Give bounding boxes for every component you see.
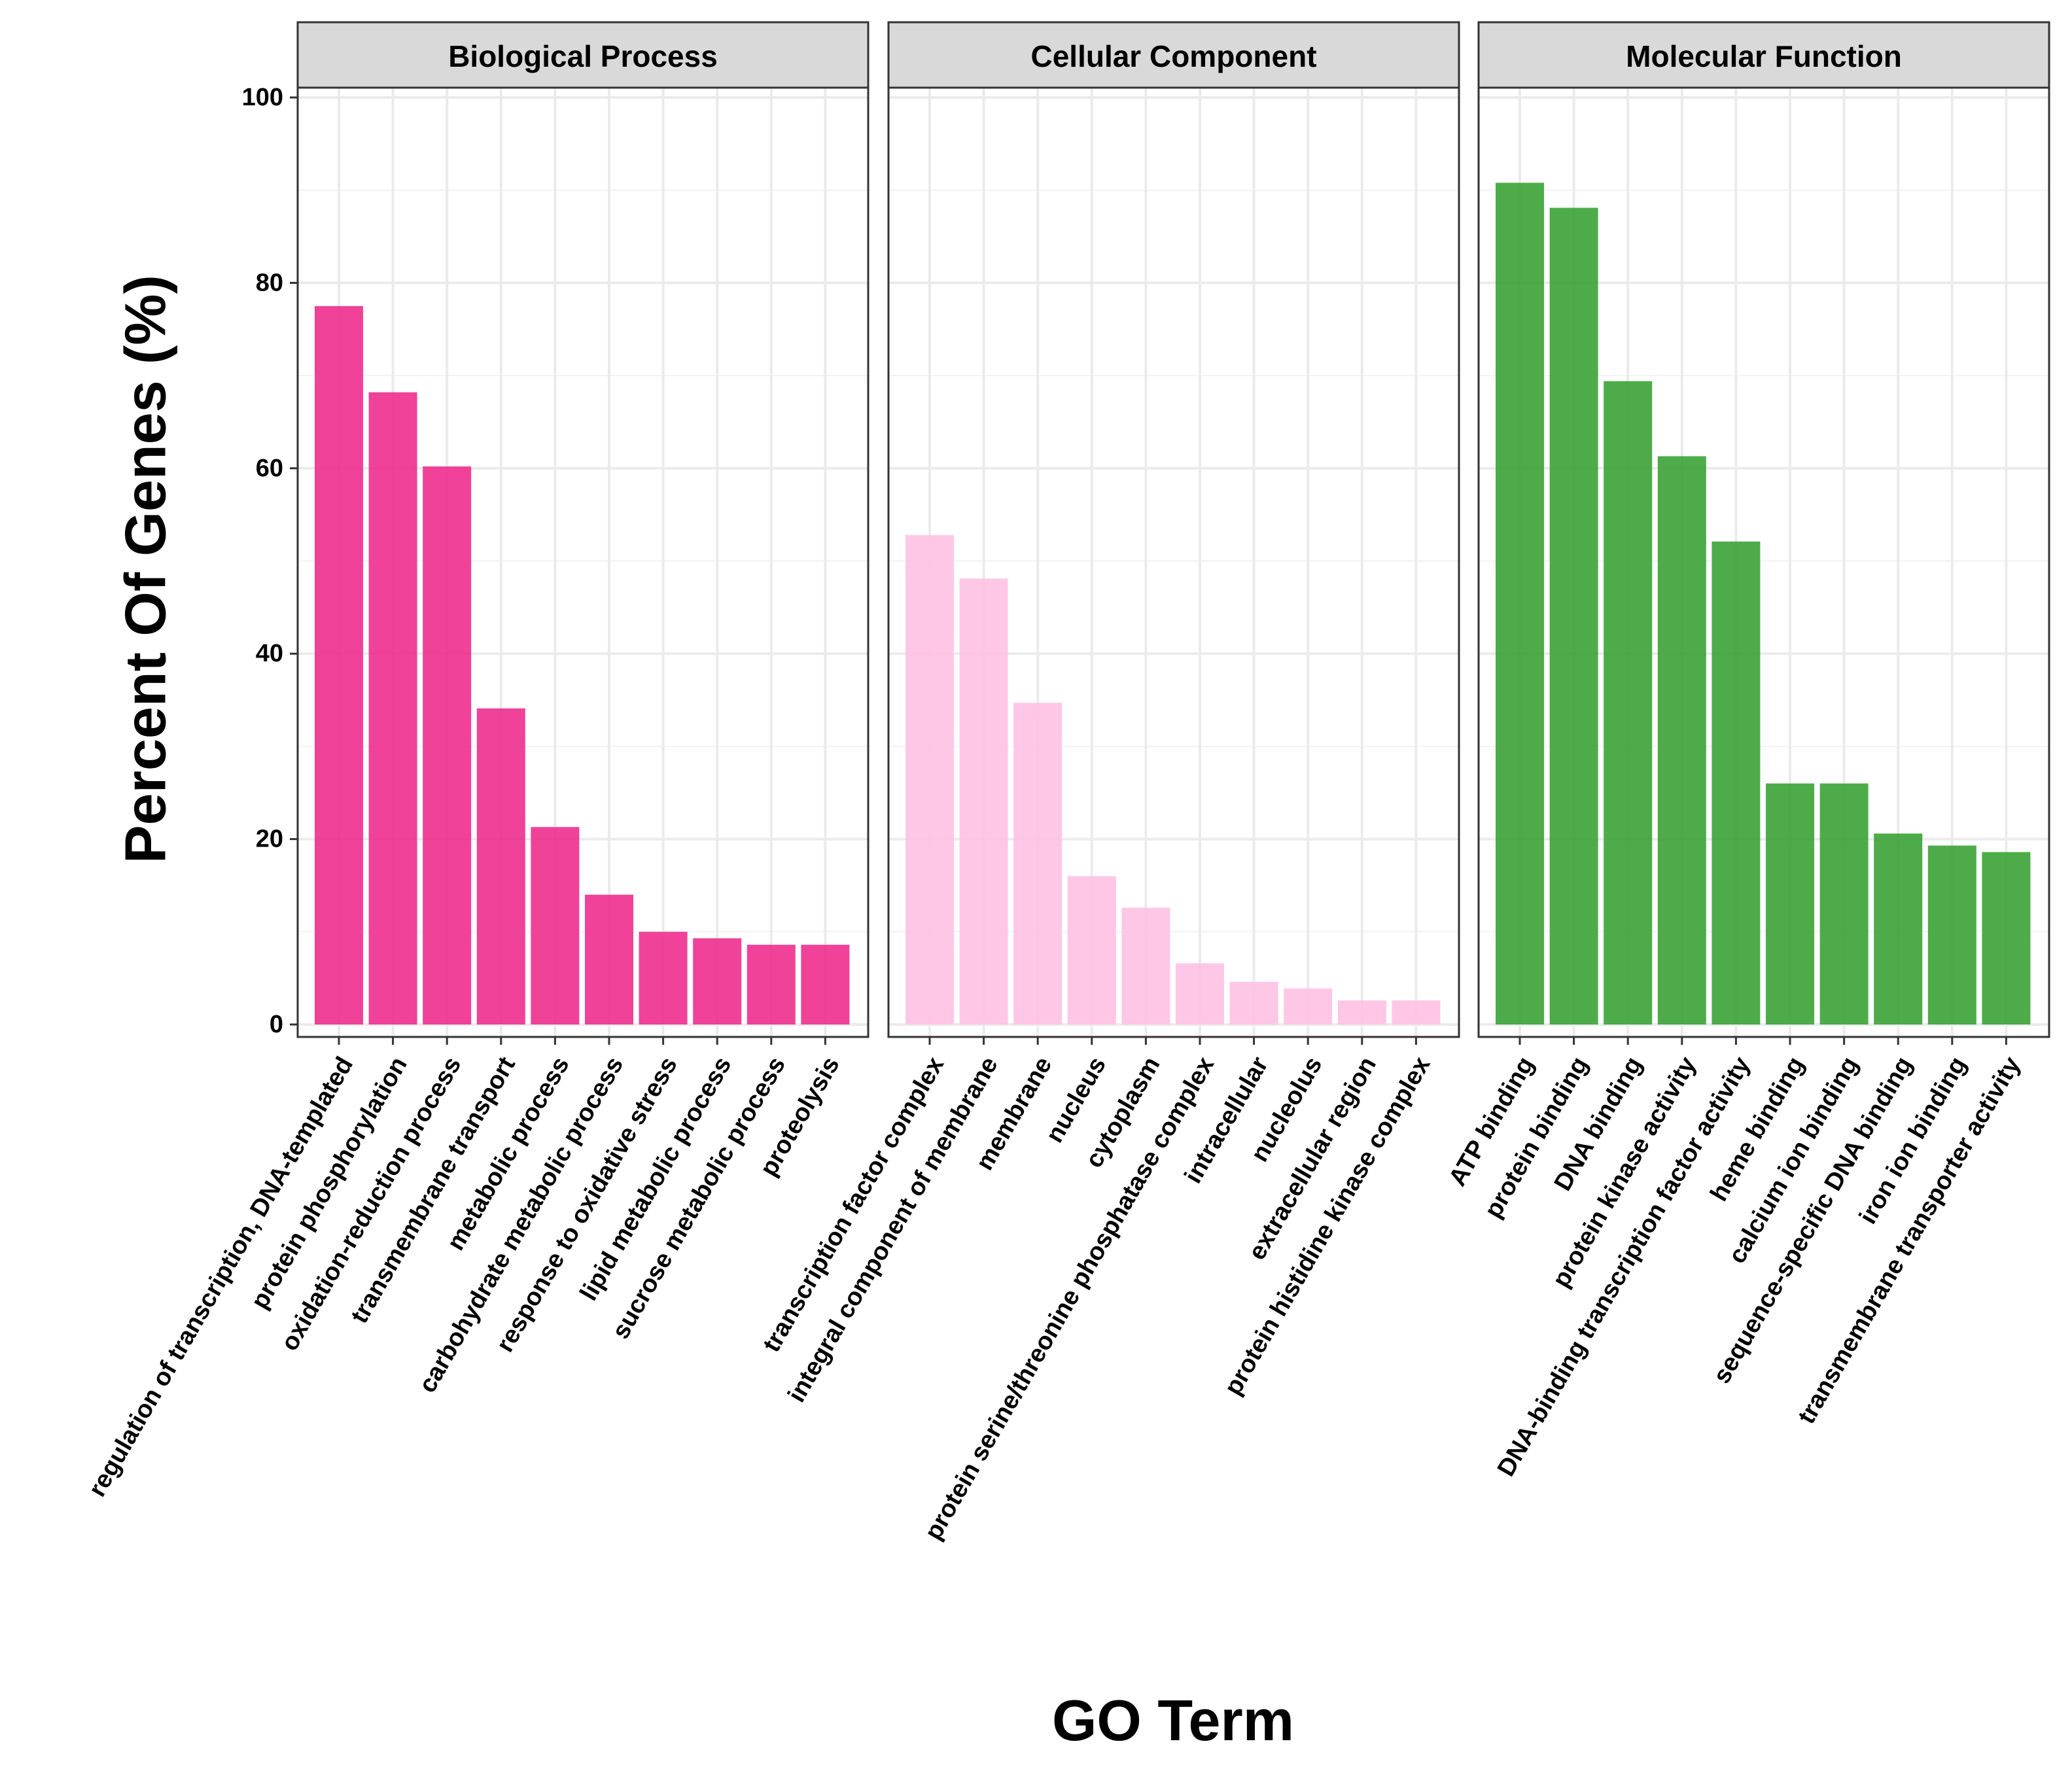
bar-0-0 <box>315 306 363 1025</box>
y-tick-label: 0 <box>270 1011 283 1038</box>
bar-0-2 <box>423 466 472 1024</box>
y-tick-label: 20 <box>256 826 283 853</box>
bar-1-6 <box>1229 981 1278 1024</box>
facet-strip <box>1477 21 2050 89</box>
bar-2-0 <box>1496 183 1544 1024</box>
y-tick-label: 60 <box>256 455 283 482</box>
y-axis-title: Percent Of Genes (%) <box>113 275 178 864</box>
bar-2-1 <box>1549 207 1598 1024</box>
bar-0-5 <box>585 894 633 1024</box>
bar-1-3 <box>1067 876 1116 1024</box>
facet-strip <box>296 21 869 89</box>
bar-0-7 <box>693 938 742 1024</box>
bar-1-2 <box>1013 703 1062 1024</box>
bar-0-8 <box>746 945 796 1024</box>
bar-2-5 <box>1766 783 1814 1024</box>
x-axis-title: GO Term <box>1052 1688 1294 1753</box>
bar-2-7 <box>1874 833 1923 1024</box>
bar-2-6 <box>1819 783 1869 1024</box>
bar-2-3 <box>1657 456 1706 1024</box>
bar-0-3 <box>476 708 525 1024</box>
bar-1-4 <box>1121 907 1170 1024</box>
bar-2-2 <box>1604 381 1653 1024</box>
bar-1-9 <box>1392 1000 1441 1024</box>
facet-strip-label: Molecular Function <box>1626 39 1902 73</box>
bar-0-1 <box>368 392 417 1024</box>
facet-strip <box>887 21 1460 89</box>
bar-2-9 <box>1982 852 2031 1024</box>
bar-1-0 <box>905 534 954 1024</box>
bar-0-9 <box>801 945 850 1024</box>
y-tick-label: 100 <box>242 84 283 111</box>
x-tick-label: DNA-binding transcription factor activit… <box>1492 1053 1756 1481</box>
bar-1-8 <box>1337 1000 1386 1024</box>
y-tick-label: 80 <box>256 269 283 296</box>
bar-2-8 <box>1927 845 1976 1024</box>
facet-strip-label: Biological Process <box>448 39 718 73</box>
facet-strip-label: Cellular Component <box>1030 39 1316 73</box>
bar-2-4 <box>1712 541 1761 1024</box>
bar-1-7 <box>1284 988 1333 1024</box>
bar-1-1 <box>959 578 1008 1024</box>
bar-1-5 <box>1176 963 1224 1024</box>
y-tick-label: 40 <box>256 640 283 667</box>
bar-0-6 <box>639 932 688 1024</box>
bar-0-4 <box>531 827 580 1024</box>
